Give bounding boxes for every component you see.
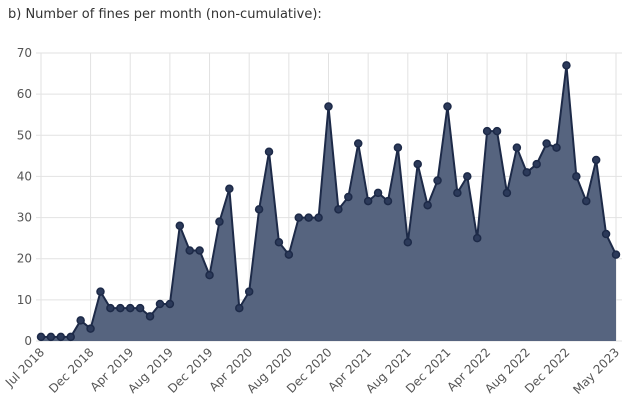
- point: [56, 332, 66, 342]
- y-tick-label: 60: [17, 87, 32, 101]
- y-tick-label: 50: [17, 128, 32, 142]
- point: [512, 143, 522, 152]
- point: [244, 287, 254, 296]
- point: [393, 143, 403, 152]
- point: [492, 126, 502, 136]
- point: [463, 172, 472, 181]
- point: [76, 316, 85, 325]
- point: [155, 299, 165, 309]
- point: [46, 332, 56, 342]
- y-tick-label: 70: [17, 46, 32, 60]
- point: [135, 303, 145, 313]
- point: [314, 213, 323, 222]
- point: [86, 324, 95, 333]
- point: [383, 196, 393, 206]
- point: [175, 221, 185, 231]
- point: [403, 238, 413, 247]
- point: [225, 184, 234, 194]
- point: [572, 172, 581, 181]
- point: [443, 102, 452, 111]
- point: [472, 233, 482, 243]
- point: [611, 250, 621, 259]
- point: [294, 213, 304, 222]
- point: [254, 205, 264, 214]
- point: [344, 192, 353, 202]
- point: [453, 188, 462, 198]
- y-tick-label: 0: [24, 334, 32, 348]
- point: [324, 102, 333, 111]
- point: [284, 250, 294, 259]
- point: [205, 270, 214, 280]
- point: [274, 238, 284, 247]
- point: [353, 139, 363, 148]
- point: [542, 139, 551, 148]
- point: [334, 205, 343, 214]
- point: [96, 287, 105, 296]
- point: [502, 188, 512, 198]
- point: [215, 217, 224, 226]
- x-tick-label: May 2023: [570, 345, 622, 397]
- x-tick-label: Jul 2018: [2, 345, 47, 390]
- point: [235, 303, 244, 313]
- x-tick-label: Dec 2018: [46, 345, 97, 396]
- point: [582, 196, 591, 206]
- y-tick-label: 10: [17, 293, 32, 307]
- point: [413, 159, 422, 169]
- point: [165, 299, 175, 309]
- point: [562, 61, 571, 70]
- point: [66, 332, 75, 342]
- point: [116, 303, 125, 313]
- point: [145, 312, 155, 321]
- point: [363, 196, 373, 206]
- point: [433, 176, 442, 185]
- point: [482, 126, 492, 136]
- y-tick-label: 30: [17, 211, 32, 225]
- point: [264, 147, 274, 156]
- point: [106, 303, 115, 313]
- point: [185, 246, 194, 255]
- point: [195, 246, 204, 255]
- point: [601, 229, 611, 239]
- point: [522, 168, 532, 177]
- y-tick-label: 20: [17, 252, 32, 266]
- point: [373, 188, 383, 198]
- point: [36, 332, 46, 342]
- y-tick-label: 40: [17, 169, 32, 183]
- point: [532, 159, 541, 169]
- point: [304, 213, 313, 222]
- point: [591, 155, 601, 165]
- point: [552, 143, 561, 152]
- point: [423, 200, 432, 210]
- chart-title: b) Number of fines per month (non-cumula…: [8, 7, 322, 22]
- point: [125, 303, 135, 313]
- area: [41, 65, 616, 341]
